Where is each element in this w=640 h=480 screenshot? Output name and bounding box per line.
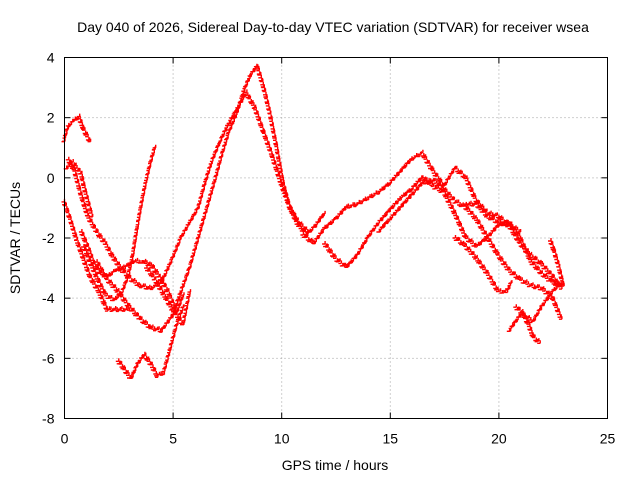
- data-points: [506, 309, 541, 344]
- axis-ticks: [64, 57, 608, 419]
- tick-labels: 0 5 10 15 20 25 -8 -6 -4 -2 0 2 4: [42, 50, 615, 447]
- x-tick-label: 15: [383, 431, 399, 447]
- series-track-16: [548, 238, 565, 287]
- data-points: [548, 238, 565, 287]
- series-track-7: [94, 63, 326, 333]
- x-tick-label: 20: [491, 431, 507, 447]
- x-tick-label: 25: [600, 431, 616, 447]
- y-tick-label: 4: [47, 50, 55, 66]
- data-series: [61, 63, 565, 379]
- y-tick-label: -2: [42, 230, 55, 246]
- data-points: [452, 235, 513, 294]
- series-track-15: [506, 309, 541, 344]
- data-points: [63, 159, 94, 218]
- data-points: [463, 200, 522, 233]
- y-axis-label: SDTVAR / TECUs: [7, 182, 23, 294]
- chart-title: Day 040 of 2026, Sidereal Day-to-day VTE…: [77, 19, 589, 35]
- x-tick-label: 5: [169, 431, 177, 447]
- data-points: [61, 198, 131, 313]
- series-track-2: [63, 159, 94, 218]
- series-track-8: [144, 265, 192, 326]
- series-track-17: [463, 200, 522, 233]
- x-tick-label: 10: [274, 431, 290, 447]
- data-points: [94, 63, 326, 333]
- y-tick-label: -6: [42, 350, 55, 366]
- series-track-9: [115, 304, 185, 379]
- series-track-1: [61, 113, 92, 143]
- grid-lines: [64, 57, 608, 419]
- y-tick-label: -4: [42, 290, 55, 306]
- x-tick-label: 0: [61, 431, 69, 447]
- series-track-10: [300, 149, 563, 290]
- series-track-11: [322, 175, 563, 288]
- data-points: [322, 175, 563, 288]
- y-tick-label: 2: [47, 110, 55, 126]
- data-points: [115, 304, 185, 379]
- data-points: [61, 113, 92, 143]
- plot-frame: [64, 57, 608, 419]
- series-track-3: [61, 198, 131, 313]
- y-tick-label: -8: [42, 411, 55, 427]
- y-tick-label: 0: [47, 170, 55, 186]
- data-points: [144, 265, 192, 326]
- x-axis-label: GPS time / hours: [282, 457, 389, 473]
- series-track-13: [452, 235, 513, 294]
- data-points: [300, 149, 563, 290]
